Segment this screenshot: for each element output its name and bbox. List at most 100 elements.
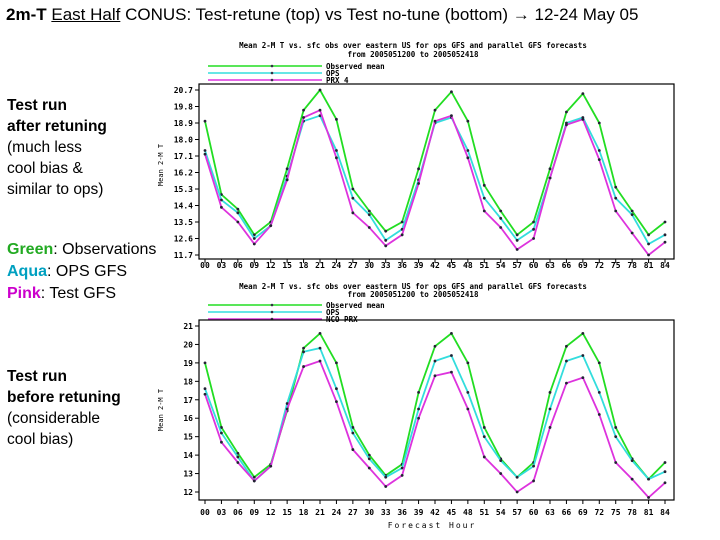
data-point (367, 226, 371, 229)
data-point (203, 149, 207, 152)
data-point (335, 156, 338, 160)
data-point (318, 88, 322, 92)
x-tick-label: 54 (496, 261, 506, 270)
data-point (663, 233, 667, 237)
data-point (663, 470, 667, 474)
x-axis-label: Forecast Hour (388, 521, 477, 530)
data-point (335, 387, 338, 391)
data-point (433, 374, 437, 378)
data-point (220, 205, 223, 209)
data-point (482, 426, 486, 429)
legend-label: OPS (326, 69, 340, 78)
x-tick-label: 60 (529, 261, 539, 270)
data-point (252, 479, 256, 483)
x-tick-label: 15 (282, 261, 292, 270)
data-point (663, 481, 667, 485)
x-tick-label: 00 (200, 508, 210, 517)
data-point (252, 237, 256, 240)
data-point (597, 413, 601, 416)
x-tick-label: 51 (479, 261, 489, 270)
y-tick-label: 12.6 (174, 235, 193, 244)
data-point (433, 119, 437, 123)
data-point (302, 116, 305, 119)
data-point (220, 198, 223, 202)
data-point (597, 158, 601, 162)
data-point (417, 416, 420, 420)
y-axis-label: Mean 2-M T (157, 388, 165, 431)
data-point (450, 114, 453, 118)
legend-marker (270, 78, 274, 82)
data-point (597, 361, 601, 365)
data-point (614, 196, 618, 200)
data-point (614, 185, 618, 189)
x-tick-label: 18 (299, 261, 309, 270)
data-point (515, 248, 519, 251)
data-point (236, 451, 240, 455)
data-point (433, 344, 437, 348)
y-axis-label: Mean 2-M T (157, 143, 165, 186)
data-point (450, 331, 453, 335)
data-point (203, 392, 207, 396)
data-point (466, 361, 470, 365)
data-point (433, 108, 437, 112)
data-point (417, 391, 420, 394)
title-dates: 12-24 May 05 (534, 5, 639, 24)
x-tick-label: 54 (496, 508, 506, 517)
y-tick-label: 19 (183, 359, 193, 368)
data-point (450, 354, 453, 357)
data-point (581, 331, 585, 335)
data-point (384, 244, 388, 248)
y-tick-label: 18.9 (174, 119, 193, 128)
x-tick-label: 03 (217, 508, 227, 517)
x-tick-label: 21 (315, 508, 325, 517)
data-point (269, 224, 273, 228)
x-tick-label: 78 (627, 508, 637, 517)
data-point (318, 359, 322, 363)
data-point (466, 119, 470, 123)
y-tick-label: 13 (183, 470, 193, 479)
data-point (532, 227, 535, 231)
key-observations: Green: Observations (7, 241, 157, 258)
x-tick-label: 36 (397, 508, 407, 517)
data-point (384, 229, 388, 233)
data-point (565, 110, 568, 114)
y-tick-label: 11.7 (174, 251, 193, 260)
data-point (335, 361, 338, 365)
x-tick-label: 42 (430, 261, 440, 270)
data-point (351, 196, 355, 200)
data-point (532, 464, 535, 468)
x-tick-label: 84 (660, 261, 670, 270)
data-point (203, 361, 207, 365)
series-line (204, 114, 666, 246)
data-point (466, 149, 470, 152)
data-point (630, 213, 634, 217)
x-tick-label: 33 (381, 261, 391, 270)
data-point (450, 370, 453, 374)
data-point (203, 119, 207, 123)
data-point (417, 167, 420, 171)
y-tick-label: 18 (183, 377, 193, 386)
x-tick-label: 57 (512, 261, 522, 270)
x-tick-label: 27 (348, 508, 358, 517)
data-point (597, 149, 601, 152)
data-point (647, 253, 650, 257)
series-line (204, 108, 666, 257)
legend-marker (270, 64, 274, 68)
data-point (647, 477, 650, 481)
data-point (384, 485, 388, 488)
data-point (400, 466, 404, 470)
x-tick-label: 81 (644, 261, 654, 270)
data-point (285, 178, 289, 182)
series-line (204, 359, 666, 499)
data-point (647, 242, 650, 246)
data-point (302, 346, 305, 350)
data-point (318, 346, 322, 350)
x-tick-label: 30 (364, 261, 374, 270)
x-tick-label: 24 (332, 508, 342, 517)
x-tick-label: 45 (447, 261, 457, 270)
data-point (351, 426, 355, 429)
chart-subtitle: from 2005051200 to 2005052418 (348, 290, 479, 299)
data-point (203, 152, 207, 156)
x-tick-label: 48 (463, 261, 473, 270)
bottom-chart-note: Test run before retuning (considerable c… (7, 368, 121, 448)
